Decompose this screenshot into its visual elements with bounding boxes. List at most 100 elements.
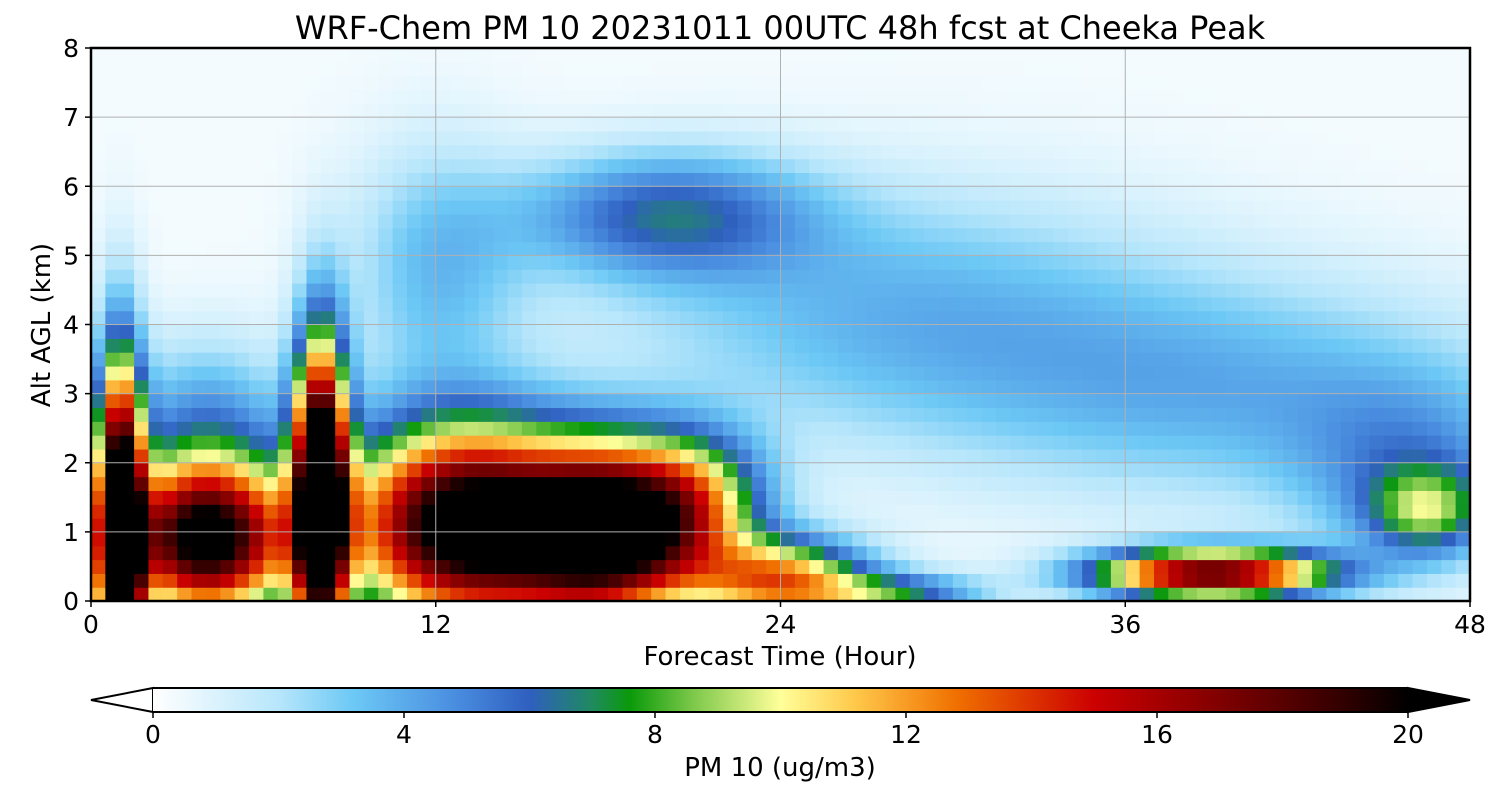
heatmap-cell: [363, 172, 379, 187]
heatmap-cell: [780, 144, 796, 160]
heatmap-cell: [636, 490, 652, 505]
heatmap-cell: [1139, 186, 1155, 201]
heatmap-cell: [335, 490, 351, 505]
heatmap-cell: [407, 421, 422, 436]
heatmap-cell: [1125, 296, 1141, 312]
heatmap-cell: [794, 545, 810, 561]
heatmap-cell: [493, 587, 509, 601]
heatmap-cell: [794, 296, 810, 312]
heatmap-cell: [1340, 462, 1356, 478]
heatmap-cell: [91, 518, 106, 533]
heatmap-cell: [1139, 573, 1155, 588]
heatmap-cell: [421, 448, 437, 464]
heatmap-cell: [220, 324, 236, 339]
heatmap-cell: [205, 310, 221, 326]
heatmap-cell: [1225, 227, 1241, 243]
heatmap-cell: [263, 213, 279, 229]
x-tick-label: 24: [765, 610, 797, 639]
heatmap-cell: [708, 296, 724, 312]
heatmap-cell: [924, 103, 940, 118]
heatmap-cell: [1369, 130, 1385, 146]
heatmap-cell: [1125, 379, 1141, 395]
heatmap-cell: [737, 587, 753, 601]
heatmap-cell: [478, 213, 494, 229]
heatmap-cell: [407, 227, 422, 243]
heatmap-cell: [91, 117, 106, 132]
heatmap-cell: [866, 296, 882, 312]
heatmap-cell: [378, 103, 394, 118]
heatmap-cell: [995, 75, 1011, 91]
heatmap-cell: [1412, 504, 1428, 519]
heatmap-cell: [177, 421, 193, 436]
heatmap-cell: [1326, 504, 1342, 519]
heatmap-cell: [277, 89, 293, 104]
heatmap-cell: [1297, 462, 1313, 478]
heatmap-cell: [1153, 435, 1169, 450]
heatmap-cell: [723, 61, 738, 77]
heatmap-cell: [679, 338, 695, 353]
heatmap-cell: [205, 89, 221, 104]
heatmap-cell: [924, 213, 940, 229]
heatmap-cell: [435, 365, 451, 381]
heatmap-cell: [1110, 296, 1126, 312]
heatmap-cell: [866, 518, 882, 533]
heatmap-cell: [148, 227, 164, 243]
heatmap-cell: [119, 531, 135, 547]
heatmap-cell: [809, 324, 825, 339]
heatmap-cell: [91, 213, 106, 229]
heatmap-cell: [249, 117, 264, 132]
heatmap-cell: [320, 75, 336, 91]
heatmap-cell: [608, 213, 624, 229]
heatmap-cell: [1024, 531, 1040, 547]
heatmap-cell: [292, 365, 308, 381]
heatmap-cell: [234, 61, 250, 77]
heatmap-cell: [924, 462, 940, 478]
heatmap-cell: [306, 283, 322, 298]
heatmap-cell: [1240, 559, 1256, 574]
heatmap-cell: [794, 241, 810, 256]
heatmap-cell: [1311, 130, 1327, 146]
heatmap-cell: [435, 89, 451, 104]
heatmap-cell: [464, 545, 480, 561]
heatmap-cell: [995, 158, 1011, 174]
heatmap-cell: [565, 352, 580, 367]
heatmap-cell: [1412, 172, 1428, 187]
heatmap-cell: [723, 200, 738, 215]
heatmap-cell: [967, 421, 983, 436]
heatmap-cell: [1039, 89, 1055, 104]
heatmap-cell: [177, 324, 193, 339]
heatmap-cell: [263, 103, 279, 118]
heatmap-cell: [924, 365, 940, 381]
heatmap-cell: [694, 296, 710, 312]
heatmap-cell: [895, 75, 911, 91]
heatmap-cell: [220, 531, 236, 547]
heatmap-cell: [191, 269, 207, 284]
heatmap-cell: [105, 490, 121, 505]
heatmap-cell: [450, 75, 466, 91]
heatmap-cell: [1139, 518, 1155, 533]
heatmap-cell: [579, 172, 595, 187]
heatmap-cell: [1067, 89, 1083, 104]
heatmap-cell: [536, 130, 552, 146]
heatmap-cell: [1139, 379, 1155, 395]
heatmap-cell: [450, 200, 466, 215]
heatmap-cell: [1398, 89, 1414, 104]
heatmap-cell: [435, 200, 451, 215]
heatmap-cell: [981, 518, 997, 533]
heatmap-cell: [1153, 117, 1169, 132]
heatmap-cell: [1355, 283, 1371, 298]
heatmap-cell: [478, 172, 494, 187]
heatmap-cell: [665, 490, 681, 505]
heatmap-cell: [1225, 573, 1241, 588]
heatmap-cell: [1369, 75, 1385, 91]
heatmap-cell: [450, 48, 466, 63]
heatmap-cell: [1297, 172, 1313, 187]
heatmap-cell: [263, 379, 279, 395]
heatmap-cell: [1426, 490, 1442, 505]
heatmap-cell: [1254, 296, 1270, 312]
heatmap-cell: [1153, 421, 1169, 436]
heatmap-cell: [1197, 269, 1213, 284]
heatmap-cell: [1125, 435, 1141, 450]
heatmap-cell: [852, 255, 868, 270]
heatmap-cell: [464, 200, 480, 215]
